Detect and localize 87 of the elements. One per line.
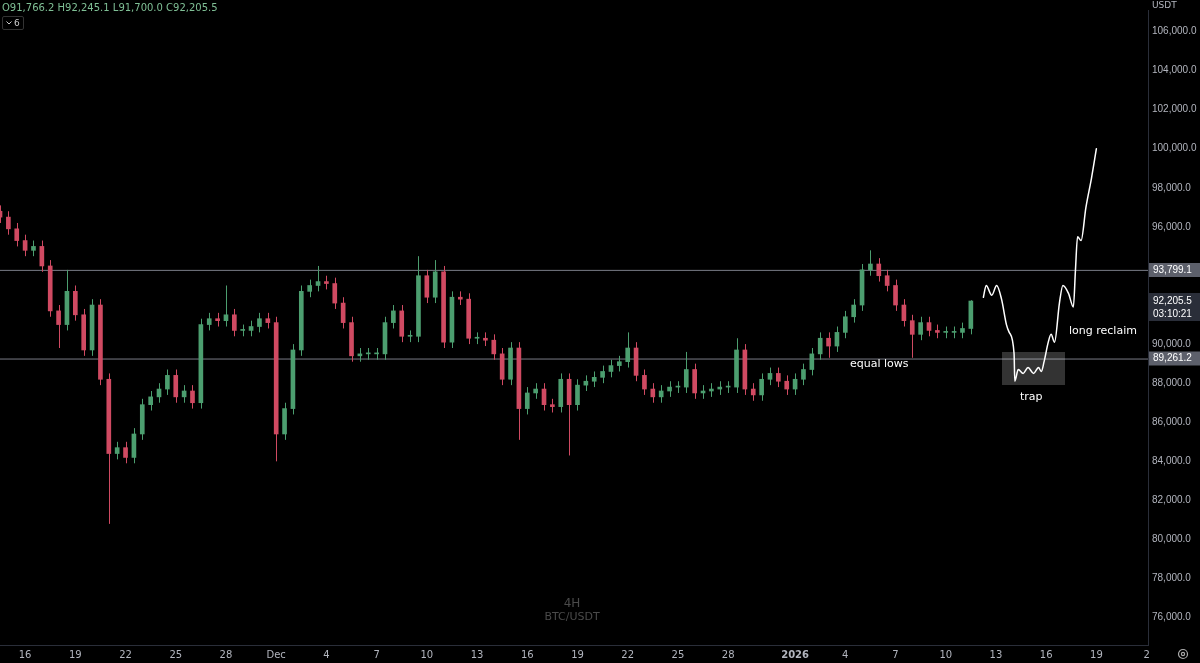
y-tick-label: 86,000.0 [1152, 416, 1192, 428]
text: 92,205.5 [1153, 294, 1193, 306]
candlestick [909, 314, 915, 359]
y-axis-title: USDT [1152, 0, 1178, 11]
candlestick [22, 234, 28, 257]
y-tick-label: 78,000.0 [1152, 572, 1192, 584]
x-tick-label: 10 [939, 648, 953, 660]
candlestick [148, 390, 153, 412]
annotation: trap [1020, 390, 1043, 403]
candlestick [642, 369, 647, 396]
candlestick [332, 277, 338, 310]
candlestick [391, 304, 396, 329]
candlestick [893, 279, 898, 312]
x-tick-label: 19 [571, 648, 584, 660]
candlestick [575, 378, 580, 412]
text: 03:10:21 [1153, 307, 1193, 319]
x-tick-label: 19 [1090, 648, 1103, 660]
x-tick-label: 13 [470, 648, 484, 660]
x-tick-label: 7 [892, 648, 899, 660]
annotation: O91,766.2 H92,245.1 L91,700.0 C92,205.5 [2, 2, 218, 13]
x-tick-label: 10 [420, 648, 434, 660]
y-tick-label: 80,000.0 [1152, 533, 1192, 545]
x-tick-label: 28 [721, 648, 735, 660]
y-tick-label: 100,000.0 [1152, 142, 1197, 154]
y-tick-label: 106,000.0 [1152, 25, 1197, 37]
y-tick-label: 82,000.0 [1152, 494, 1192, 506]
candlestick [868, 249, 873, 277]
candlestick [56, 304, 61, 349]
x-tick-label: 13 [989, 648, 1003, 660]
x-tick-label: 4 [323, 648, 330, 660]
candlestick [926, 316, 932, 337]
candlestick [232, 308, 237, 337]
y-tick-label: 96,000.0 [1152, 220, 1192, 232]
y-tick-label: 76,000.0 [1152, 611, 1192, 623]
x-tick-label: 25 [169, 648, 183, 660]
ref-line-label: 93,799.1 [1153, 263, 1193, 275]
candlestick [876, 257, 882, 283]
candlestick [842, 310, 848, 339]
candlestick [918, 316, 923, 341]
candlestick [491, 333, 497, 361]
y-tick-label: 102,000.0 [1152, 103, 1197, 115]
candlestick [784, 374, 790, 396]
annotation: equal lows [850, 357, 909, 370]
candlestick [123, 441, 128, 464]
x-tick-label: 2 [1143, 648, 1150, 660]
x-tick-label: 7 [373, 648, 380, 660]
x-tick-label: 2026 [781, 648, 810, 660]
candlestick [6, 210, 11, 236]
y-tick-label: 84,000.0 [1152, 455, 1192, 467]
candlestick [190, 384, 195, 410]
annotation: long reclaim [1069, 324, 1137, 337]
candlestick [625, 331, 631, 369]
candlestick [315, 265, 321, 292]
x-tick-label: 19 [68, 648, 82, 660]
candlestick [826, 331, 831, 359]
y-tick-label: 88,000.0 [1152, 376, 1192, 388]
x-tick-label: 16 [1039, 648, 1053, 660]
candlestick [817, 331, 823, 361]
candlestick [884, 269, 890, 292]
candlestick [759, 372, 764, 402]
x-tick-label: 22 [119, 648, 132, 660]
x-tick-label: Dec [266, 648, 286, 660]
candlestick [683, 351, 689, 394]
y-tick-label: 90,000.0 [1152, 337, 1192, 349]
x-tick-label: 16 [18, 648, 32, 660]
x-tick-label: 22 [621, 648, 635, 660]
candlestick [801, 363, 806, 386]
candlestick [776, 367, 781, 388]
candlestick [14, 222, 20, 247]
y-tick-label: 104,000.0 [1152, 64, 1197, 76]
y-tick-label: 98,000.0 [1152, 181, 1192, 193]
candlestick [524, 386, 530, 415]
candlestick [223, 284, 229, 328]
candlestick [650, 382, 656, 404]
candlestick [851, 298, 857, 324]
candlestick [165, 369, 170, 396]
annotation: BTC/USDT [544, 610, 600, 623]
candlestick [173, 369, 179, 404]
annotation: 4H [563, 596, 581, 610]
x-tick-label: 25 [671, 648, 685, 660]
annotation: 6 [14, 18, 20, 28]
candlestick [257, 312, 262, 333]
line-series [982, 147, 1098, 382]
ref-line-label: 89,261.2 [1153, 352, 1193, 364]
x-tick-label: 16 [520, 648, 534, 660]
x-tick-label: 28 [219, 648, 233, 660]
x-tick-label: 4 [842, 648, 849, 660]
